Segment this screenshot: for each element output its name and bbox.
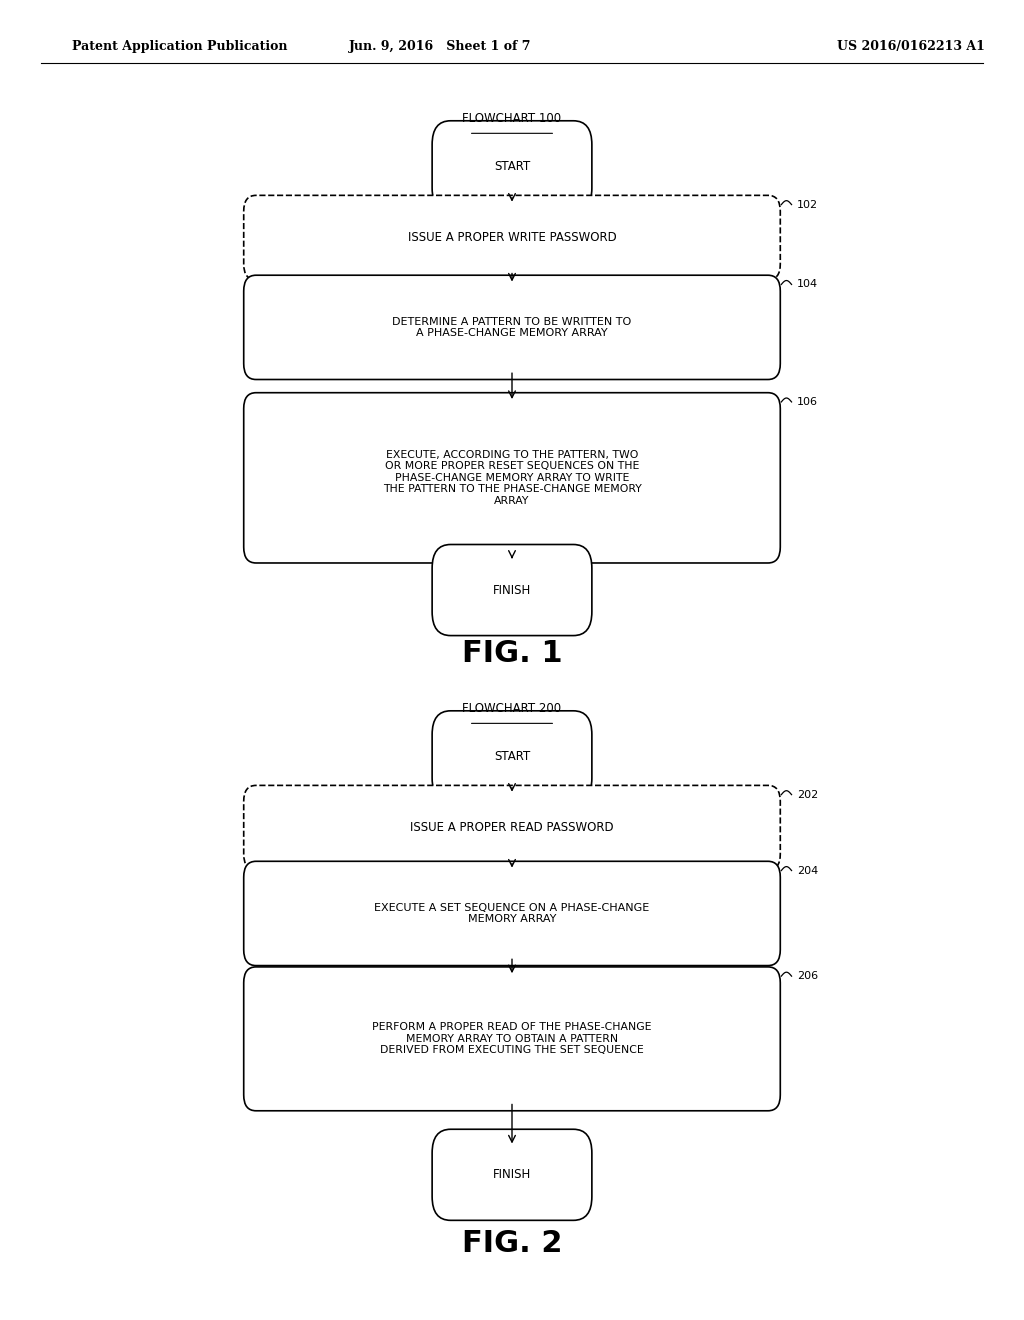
Text: Patent Application Publication: Patent Application Publication	[72, 40, 287, 53]
FancyBboxPatch shape	[244, 276, 780, 380]
Text: 204: 204	[797, 866, 818, 875]
Text: 102: 102	[797, 199, 818, 210]
Text: 206: 206	[797, 972, 818, 981]
FancyBboxPatch shape	[432, 121, 592, 211]
Text: 202: 202	[797, 789, 818, 800]
Text: 106: 106	[797, 397, 818, 407]
FancyBboxPatch shape	[244, 966, 780, 1111]
Text: FIG. 2: FIG. 2	[462, 1229, 562, 1258]
Text: FLOWCHART 100: FLOWCHART 100	[463, 112, 561, 125]
Text: EXECUTE, ACCORDING TO THE PATTERN, TWO
OR MORE PROPER RESET SEQUENCES ON THE
PHA: EXECUTE, ACCORDING TO THE PATTERN, TWO O…	[383, 450, 641, 506]
Text: Jun. 9, 2016   Sheet 1 of 7: Jun. 9, 2016 Sheet 1 of 7	[349, 40, 531, 53]
FancyBboxPatch shape	[432, 710, 592, 803]
Text: ISSUE A PROPER READ PASSWORD: ISSUE A PROPER READ PASSWORD	[411, 821, 613, 834]
Text: PERFORM A PROPER READ OF THE PHASE-CHANGE
MEMORY ARRAY TO OBTAIN A PATTERN
DERIV: PERFORM A PROPER READ OF THE PHASE-CHANG…	[373, 1022, 651, 1056]
Text: EXECUTE A SET SEQUENCE ON A PHASE-CHANGE
MEMORY ARRAY: EXECUTE A SET SEQUENCE ON A PHASE-CHANGE…	[375, 903, 649, 924]
FancyBboxPatch shape	[244, 862, 780, 966]
Text: 104: 104	[797, 280, 818, 289]
Text: US 2016/0162213 A1: US 2016/0162213 A1	[838, 40, 985, 53]
FancyBboxPatch shape	[244, 195, 780, 280]
Text: FLOWCHART 200: FLOWCHART 200	[463, 702, 561, 715]
Text: FINISH: FINISH	[493, 1168, 531, 1181]
FancyBboxPatch shape	[432, 544, 592, 635]
Text: ISSUE A PROPER WRITE PASSWORD: ISSUE A PROPER WRITE PASSWORD	[408, 231, 616, 244]
FancyBboxPatch shape	[244, 393, 780, 562]
Text: DETERMINE A PATTERN TO BE WRITTEN TO
A PHASE-CHANGE MEMORY ARRAY: DETERMINE A PATTERN TO BE WRITTEN TO A P…	[392, 317, 632, 338]
FancyBboxPatch shape	[244, 785, 780, 870]
Text: FIG. 1: FIG. 1	[462, 639, 562, 668]
Text: START: START	[494, 160, 530, 173]
Text: START: START	[494, 750, 530, 763]
Text: FINISH: FINISH	[493, 583, 531, 597]
FancyBboxPatch shape	[432, 1129, 592, 1220]
